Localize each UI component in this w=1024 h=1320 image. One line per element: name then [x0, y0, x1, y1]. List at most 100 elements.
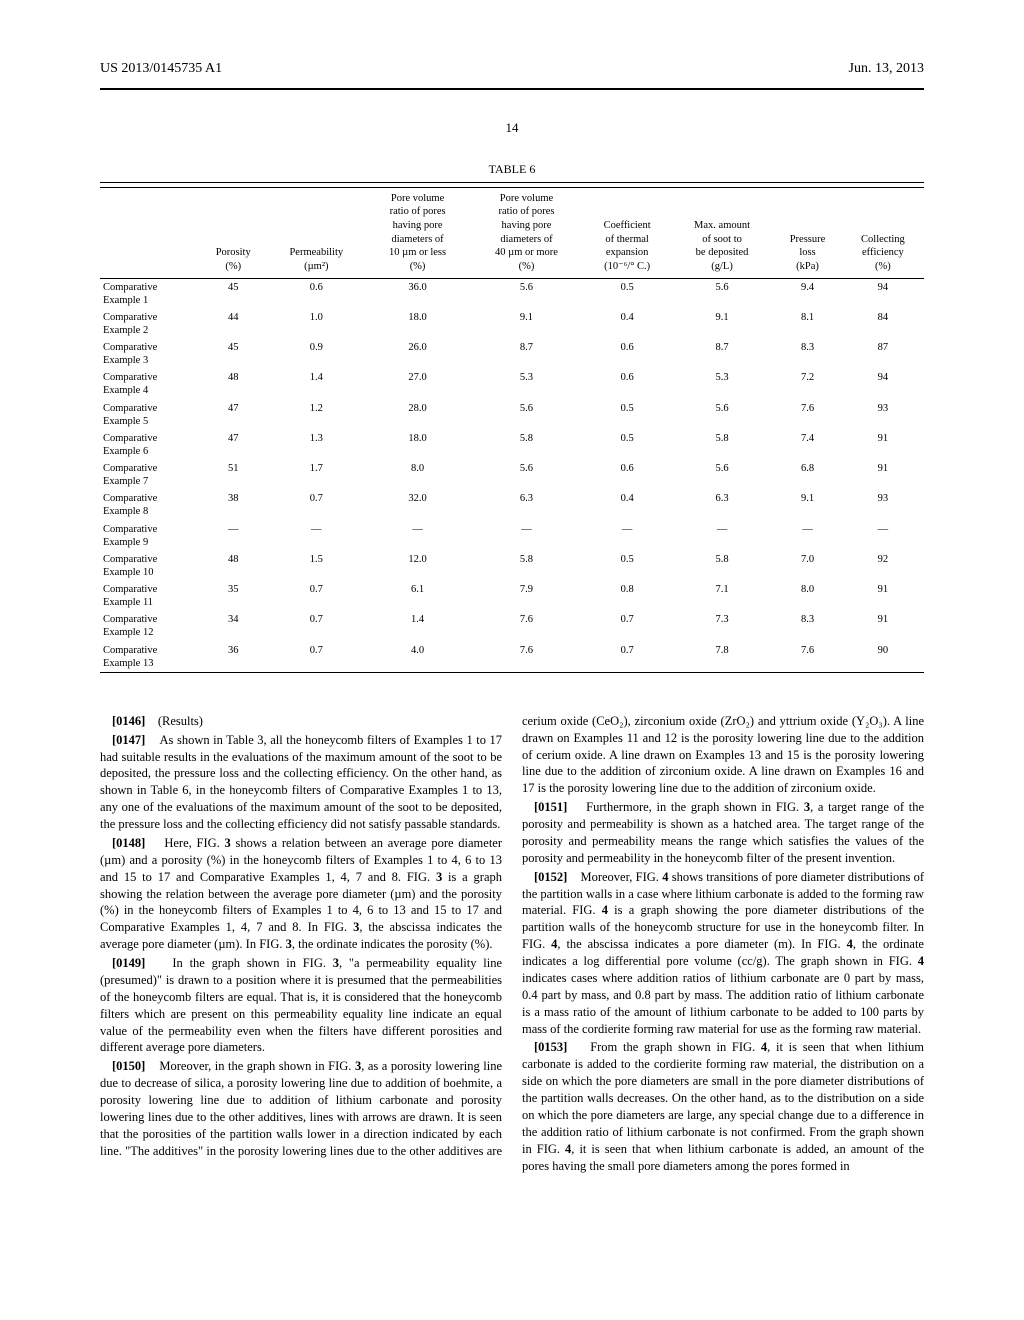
table-cell: 8.7 — [671, 339, 773, 369]
table-cell: 84 — [842, 309, 924, 339]
table-cell: 5.3 — [671, 369, 773, 399]
table-col-header: Permeability(µm²) — [267, 187, 365, 278]
doc-number: US 2013/0145735 A1 — [100, 60, 222, 78]
table-cell: 7.8 — [671, 642, 773, 673]
table-row: ComparativeExample 5471.228.05.60.55.67.… — [100, 400, 924, 430]
table-cell: 0.6 — [583, 339, 671, 369]
table-title: TABLE 6 — [100, 162, 924, 178]
table-cell: 51 — [199, 460, 267, 490]
table-cell: 9.1 — [671, 309, 773, 339]
table-cell: 9.1 — [470, 309, 584, 339]
table-cell: 87 — [842, 339, 924, 369]
table-row: ComparativeExample 13360.74.07.60.77.87.… — [100, 642, 924, 673]
table-cell: 5.8 — [671, 551, 773, 581]
table-cell: 0.5 — [583, 278, 671, 309]
para-num: [0153] — [534, 1040, 567, 1054]
table-cell: 5.8 — [470, 430, 584, 460]
table-cell: 93 — [842, 490, 924, 520]
table-cell: 7.6 — [773, 642, 842, 673]
table-cell: 5.6 — [671, 400, 773, 430]
table-cell: — — [583, 521, 671, 551]
table-cell: 0.7 — [267, 611, 365, 641]
section-head-text: (Results) — [158, 714, 203, 728]
table-cell: 91 — [842, 611, 924, 641]
table-cell: 7.0 — [773, 551, 842, 581]
table-cell: 44 — [199, 309, 267, 339]
table-cell: 0.6 — [583, 369, 671, 399]
paragraph: [0148] Here, FIG. 3 shows a relation bet… — [100, 835, 502, 953]
table-cell: 1.3 — [267, 430, 365, 460]
table-cell: 0.7 — [583, 642, 671, 673]
table-cell: 34 — [199, 611, 267, 641]
table-cell: 4.0 — [366, 642, 470, 673]
row-label: ComparativeExample 3 — [100, 339, 199, 369]
table-cell: — — [671, 521, 773, 551]
para-text: In the graph shown in FIG. 3, "a permeab… — [100, 956, 502, 1054]
table-cell: 0.5 — [583, 551, 671, 581]
table-row: ComparativeExample 6471.318.05.80.55.87.… — [100, 430, 924, 460]
table-cell: 12.0 — [366, 551, 470, 581]
table-row: ComparativeExample 7511.78.05.60.65.66.8… — [100, 460, 924, 490]
table-cell: 8.1 — [773, 309, 842, 339]
table-cell: — — [842, 521, 924, 551]
table-cell: 18.0 — [366, 309, 470, 339]
table-cell: 8.0 — [366, 460, 470, 490]
table-cell: 48 — [199, 369, 267, 399]
table-cell: 7.1 — [671, 581, 773, 611]
para-num: [0148] — [112, 836, 145, 850]
table-cell: — — [773, 521, 842, 551]
table-cell: 28.0 — [366, 400, 470, 430]
row-label: ComparativeExample 10 — [100, 551, 199, 581]
table-col-header: Pore volumeratio of poreshaving porediam… — [470, 187, 584, 278]
table-cell: 7.4 — [773, 430, 842, 460]
table-cell: 36.0 — [366, 278, 470, 309]
row-label: ComparativeExample 1 — [100, 278, 199, 309]
table-cell: 0.4 — [583, 490, 671, 520]
table-cell: 5.6 — [470, 400, 584, 430]
table-cell: 8.7 — [470, 339, 584, 369]
header-rule — [100, 88, 924, 90]
table-col-header: Coefficientof thermalexpansion(10⁻⁶/° C.… — [583, 187, 671, 278]
table-row: ComparativeExample 4481.427.05.30.65.37.… — [100, 369, 924, 399]
para-text: As shown in Table 3, all the honeycomb f… — [100, 733, 502, 831]
table-cell: 0.7 — [267, 490, 365, 520]
row-label: ComparativeExample 12 — [100, 611, 199, 641]
para-num: [0152] — [534, 870, 567, 884]
table-row: ComparativeExample 12340.71.47.60.77.38.… — [100, 611, 924, 641]
table-cell: 5.6 — [470, 278, 584, 309]
table-cell: 26.0 — [366, 339, 470, 369]
table-cell: 5.6 — [671, 460, 773, 490]
table-cell: 0.4 — [583, 309, 671, 339]
table-col-header: Pressureloss(kPa) — [773, 187, 842, 278]
table-cell: 1.4 — [267, 369, 365, 399]
table-cell: 9.4 — [773, 278, 842, 309]
table-cell: 47 — [199, 400, 267, 430]
table-cell: 5.6 — [470, 460, 584, 490]
table-row: ComparativeExample 2441.018.09.10.49.18.… — [100, 309, 924, 339]
table-cell: 38 — [199, 490, 267, 520]
table-cell: 18.0 — [366, 430, 470, 460]
row-label: ComparativeExample 4 — [100, 369, 199, 399]
paragraph: [0153] From the graph shown in FIG. 4, i… — [522, 1039, 924, 1174]
table-col-header: Pore volumeratio of poreshaving porediam… — [366, 187, 470, 278]
table-cell: 91 — [842, 581, 924, 611]
table-cell: 7.6 — [470, 611, 584, 641]
row-label: ComparativeExample 6 — [100, 430, 199, 460]
paragraph: [0151] Furthermore, in the graph shown i… — [522, 799, 924, 867]
table-cell: 1.7 — [267, 460, 365, 490]
row-label: ComparativeExample 8 — [100, 490, 199, 520]
table-cell: 35 — [199, 581, 267, 611]
table-col-header: Max. amountof soot tobe deposited(g/L) — [671, 187, 773, 278]
table-cell: 1.2 — [267, 400, 365, 430]
table-cell: 45 — [199, 278, 267, 309]
table-cell: 90 — [842, 642, 924, 673]
table-cell: — — [199, 521, 267, 551]
table-cell: 1.4 — [366, 611, 470, 641]
table-cell: 6.3 — [671, 490, 773, 520]
table-cell: 5.3 — [470, 369, 584, 399]
table-row: ComparativeExample 9———————— — [100, 521, 924, 551]
table-cell: 36 — [199, 642, 267, 673]
para-num: [0146] — [112, 714, 145, 728]
table-cell: 5.8 — [671, 430, 773, 460]
para-num: [0150] — [112, 1059, 145, 1073]
